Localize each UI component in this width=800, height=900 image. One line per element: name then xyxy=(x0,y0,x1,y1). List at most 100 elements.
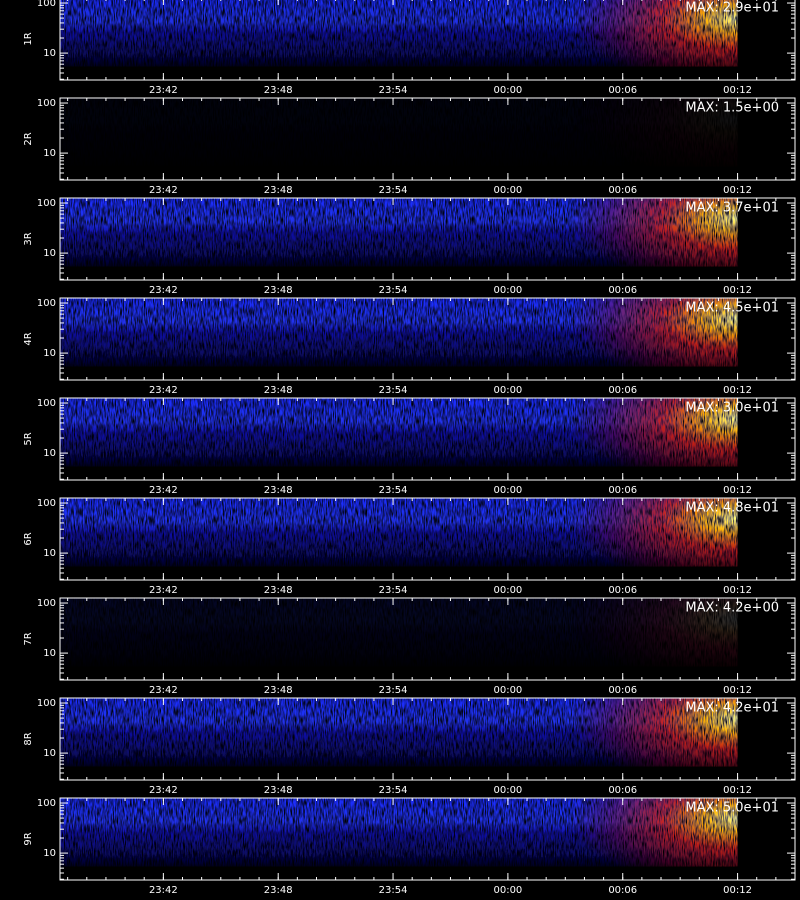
y-tick-label: 10 xyxy=(43,748,56,759)
x-tick-label: 00:00 xyxy=(493,85,522,96)
panel: 10 100 23:42 23:48 23:54 00:00 00:06 00:12 3R MAX… xyxy=(23,197,796,296)
x-tick-label: 00:06 xyxy=(608,185,637,196)
x-tick-label: 00:06 xyxy=(608,885,637,896)
x-tick-label: 00:12 xyxy=(723,585,752,596)
x-tick-label: 23:54 xyxy=(379,785,408,796)
panel: 10 100 23:42 23:48 23:54 00:00 00:06 00:12 8R MAX… xyxy=(23,697,796,796)
spectrogram-hot xyxy=(568,98,738,167)
x-tick-label: 00:06 xyxy=(608,585,637,596)
spectrogram-hot xyxy=(568,498,738,567)
y-tick-label: 10 xyxy=(43,248,56,259)
x-tick-label: 00:12 xyxy=(723,785,752,796)
x-tick-label: 23:42 xyxy=(149,885,178,896)
plot-frame xyxy=(59,597,796,681)
x-tick-label: 23:48 xyxy=(264,85,293,96)
x-tick-label: 00:00 xyxy=(493,185,522,196)
panel: 10 100 23:42 23:48 23:54 00:00 00:06 00:12 4R MAX… xyxy=(23,297,796,396)
y-tick-label: 100 xyxy=(37,198,56,209)
y-tick-label: 10 xyxy=(43,548,56,559)
x-tick-label: 00:00 xyxy=(493,385,522,396)
x-tick-label: 00:00 xyxy=(493,685,522,696)
x-tick-label: 23:48 xyxy=(264,685,293,696)
panel: 10 100 23:42 23:48 23:54 00:00 00:06 00:12 5R MAX… xyxy=(23,397,796,496)
y-tick-label: 100 xyxy=(37,98,56,109)
y-tick-label: 100 xyxy=(37,498,56,509)
plot-frame xyxy=(59,497,796,581)
x-tick-label: 23:42 xyxy=(149,185,178,196)
max-annotation: MAX: 1.5e+00 xyxy=(685,101,779,116)
x-tick-label: 23:54 xyxy=(379,385,408,396)
spectrogram-hot xyxy=(568,798,738,867)
spectrogram-hot xyxy=(568,0,738,67)
y-axis-label: 5R xyxy=(23,432,34,445)
y-axis-label: 4R xyxy=(23,332,34,345)
y-axis-label: 2R xyxy=(23,132,34,145)
plot-frame xyxy=(59,297,796,381)
x-tick-label: 23:54 xyxy=(379,285,408,296)
x-tick-label: 23:54 xyxy=(379,185,408,196)
plot-frame xyxy=(59,397,796,481)
y-axis-label: 7R xyxy=(23,632,34,645)
y-axis-label: 6R xyxy=(23,532,34,545)
x-tick-label: 23:54 xyxy=(379,85,408,96)
max-annotation: MAX: 4.2e+00 xyxy=(685,601,779,616)
y-tick-label: 100 xyxy=(37,398,56,409)
x-tick-label: 23:48 xyxy=(264,885,293,896)
y-tick-label: 10 xyxy=(43,648,56,659)
y-tick-label: 10 xyxy=(43,148,56,159)
y-tick-label: 10 xyxy=(43,48,56,59)
panel: 10 100 23:42 23:48 23:54 00:00 00:06 00:12 9R MAX… xyxy=(23,797,796,896)
max-annotation: MAX: 4.8e+01 xyxy=(685,501,779,516)
max-annotation: MAX: 3.7e+01 xyxy=(685,201,779,216)
x-tick-label: 00:06 xyxy=(608,385,637,396)
x-tick-label: 23:48 xyxy=(264,585,293,596)
x-tick-label: 00:12 xyxy=(723,685,752,696)
max-annotation: MAX: 3.0e+01 xyxy=(685,401,779,416)
panel: 10 100 23:42 23:48 23:54 00:00 00:06 00:12 2R MAX… xyxy=(23,97,796,196)
y-axis-label: 8R xyxy=(23,732,34,745)
plot-frame xyxy=(59,697,796,781)
max-annotation: MAX: 5.0e+01 xyxy=(685,801,779,816)
x-tick-label: 23:48 xyxy=(264,185,293,196)
x-tick-label: 00:00 xyxy=(493,285,522,296)
y-axis-label: 3R xyxy=(23,232,34,245)
y-tick-label: 100 xyxy=(37,298,56,309)
x-tick-label: 23:42 xyxy=(149,285,178,296)
y-tick-label: 100 xyxy=(37,0,56,9)
plot-frame xyxy=(59,0,796,81)
y-axis-label: 9R xyxy=(23,832,34,845)
spectrogram-hot xyxy=(568,198,738,267)
x-tick-label: 23:42 xyxy=(149,85,178,96)
x-tick-label: 23:48 xyxy=(264,485,293,496)
x-tick-label: 00:00 xyxy=(493,785,522,796)
x-tick-label: 00:06 xyxy=(608,785,637,796)
y-tick-label: 100 xyxy=(37,798,56,809)
x-tick-label: 00:00 xyxy=(493,585,522,596)
x-tick-label: 00:06 xyxy=(608,485,637,496)
x-tick-label: 23:48 xyxy=(264,285,293,296)
x-tick-label: 23:54 xyxy=(379,685,408,696)
plot-frame xyxy=(59,197,796,281)
panel: 10 100 23:42 23:48 23:54 00:00 00:06 00:12 6R MAX… xyxy=(23,497,796,596)
x-tick-label: 23:48 xyxy=(264,385,293,396)
panel: 10 100 23:42 23:48 23:54 00:00 00:06 00:12 1R MAX… xyxy=(23,0,796,96)
x-tick-label: 00:12 xyxy=(723,885,752,896)
x-tick-label: 00:00 xyxy=(493,485,522,496)
x-tick-label: 23:42 xyxy=(149,485,178,496)
x-tick-label: 00:12 xyxy=(723,485,752,496)
spectrogram-hot xyxy=(568,698,738,767)
spectrogram-hot xyxy=(568,298,738,367)
max-annotation: MAX: 4.2e+01 xyxy=(685,701,779,716)
x-tick-label: 00:06 xyxy=(608,285,637,296)
spectrogram-hot xyxy=(568,598,738,667)
spectrogram-hot xyxy=(568,398,738,467)
plot-frame xyxy=(59,797,796,881)
max-annotation: MAX: 2.9e+01 xyxy=(685,1,779,16)
plot-frame xyxy=(59,97,796,181)
x-tick-label: 23:54 xyxy=(379,585,408,596)
y-tick-label: 100 xyxy=(37,598,56,609)
x-tick-label: 00:06 xyxy=(608,85,637,96)
x-tick-label: 23:42 xyxy=(149,385,178,396)
